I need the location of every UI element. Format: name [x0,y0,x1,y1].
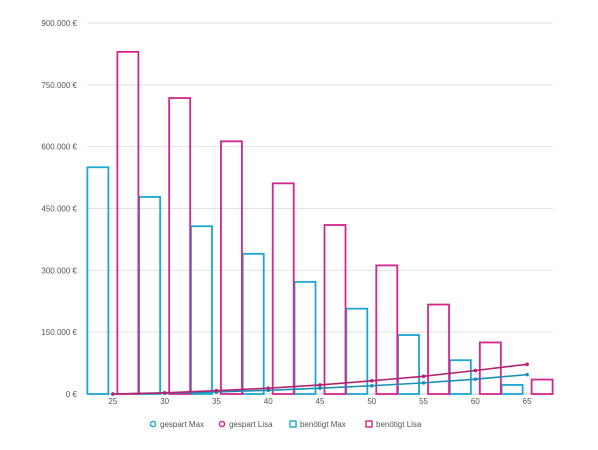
y-tick-label: 750.000 € [41,81,77,90]
point-gespart-max [421,381,426,385]
y-tick-label: 900.000 € [41,19,77,28]
lines [111,362,529,396]
legend-marker-circle [149,420,157,428]
x-tick-label: 45 [316,397,325,406]
bar-benoetigt-max [86,166,110,395]
point-gespart-lisa [266,386,271,391]
y-tick-label: 600.000 € [41,143,77,152]
legend-label: benötigt Lisa [376,420,422,429]
x-tick-label: 65 [523,397,532,406]
bar-benoetigt-max [448,359,472,395]
bar-benoetigt-lisa [427,303,450,395]
bar-benoetigt-max [293,280,317,395]
legend-label: gespart Lisa [229,420,273,429]
x-tick-label: 25 [108,397,117,406]
bar-benoetigt-lisa [220,140,243,395]
y-tick-label: 150.000 € [41,328,77,337]
y-tick-label: 300.000 € [41,266,77,275]
point-gespart-max [473,377,478,381]
x-tick-label: 40 [264,397,273,406]
legend-marker-square [365,420,373,428]
legend-marker-circle [218,420,226,428]
point-gespart-max [525,372,529,377]
point-gespart-lisa [162,390,167,395]
y-axis: 0 € 150.000 € 300.000 € 450.000 € 600.000 € 7… [41,19,77,399]
bar-benoetigt-max [500,384,524,395]
bar-benoetigt-lisa [116,50,140,395]
x-tick-label: 30 [160,397,169,406]
point-gespart-lisa [214,388,219,393]
point-gespart-max [369,383,374,388]
legend-label: benötigt Max [300,420,346,429]
point-gespart-lisa [369,379,374,383]
x-tick-label: 55 [419,397,428,406]
y-tick-label: 0 € [66,390,78,399]
point-gespart-lisa [525,362,529,367]
bar-benoetigt-max [190,225,213,395]
bar-benoetigt-lisa [323,224,347,395]
point-gespart-max [318,386,322,391]
legend: gespart Max gespart Lisa benötigt Max benöt… [149,420,422,429]
bar-benoetigt-lisa [168,97,192,395]
bar-benoetigt-lisa [271,182,295,395]
bar-benoetigt-max [397,334,420,395]
y-tick-label: 450.000 € [41,205,77,214]
point-gespart-lisa [318,383,322,387]
bar-benoetigt-lisa [530,378,554,395]
x-axis: 25 30 35 40 45 50 55 60 65 [108,397,532,406]
bars [86,50,554,395]
point-gespart-lisa [111,392,115,396]
bar-benoetigt-max [138,196,162,395]
x-tick-label: 35 [212,397,221,406]
bar-benoetigt-max [241,252,265,395]
bar-benoetigt-lisa [375,264,399,395]
point-gespart-lisa [421,374,426,379]
point-gespart-lisa [473,368,478,373]
x-tick-label: 60 [471,397,480,406]
legend-marker-square [289,420,297,428]
x-tick-label: 50 [367,397,376,406]
legend-label: gespart Max [160,420,204,429]
grid-lines [87,22,553,395]
